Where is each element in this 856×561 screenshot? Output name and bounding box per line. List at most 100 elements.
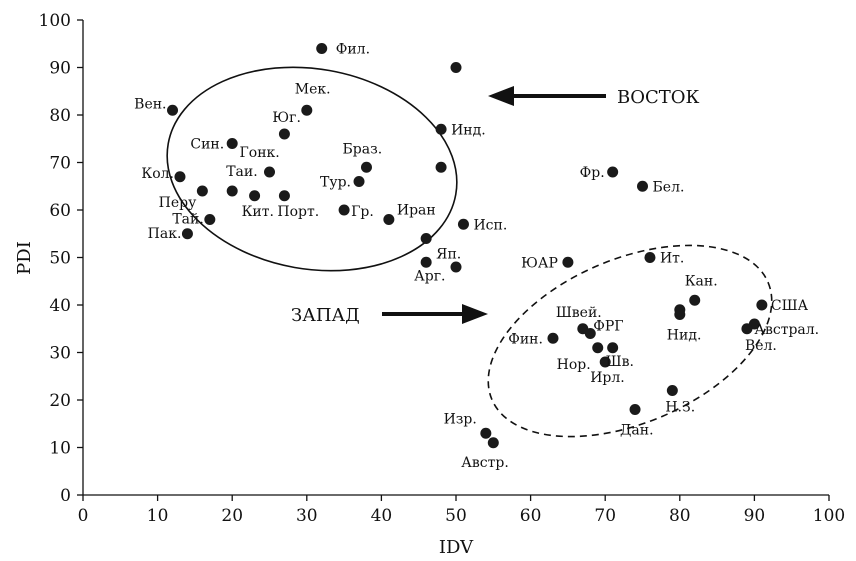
data-point [360, 161, 372, 173]
x-tick-label: 50 [445, 506, 467, 526]
x-tick-label: 30 [296, 506, 318, 526]
data-point [457, 218, 469, 230]
point-label: Таи. [226, 164, 257, 180]
data-point [353, 176, 365, 187]
west-region-label: ЗАПАД [291, 305, 360, 326]
data-point [383, 214, 395, 225]
data-point [249, 190, 261, 202]
data-point [592, 342, 604, 354]
point-label: Ирл. [590, 370, 625, 386]
point-label: ФРГ [593, 319, 623, 335]
point-label: Фр. [580, 165, 605, 181]
x-tick-label: 70 [594, 506, 616, 526]
data-point [435, 123, 447, 135]
point-label: Кан. [685, 273, 718, 289]
point-label: Перу [159, 195, 197, 211]
y-tick-label: 100 [39, 11, 71, 31]
data-point [264, 166, 275, 178]
x-tick-label: 10 [147, 506, 169, 526]
point-label: Юг. [272, 110, 301, 126]
data-point [301, 104, 313, 116]
y-tick-label: 20 [49, 391, 71, 411]
point-label: Австрал. [754, 322, 819, 338]
data-point [278, 190, 290, 202]
y-tick-label: 70 [49, 154, 71, 174]
point-label: Фин. [508, 331, 543, 347]
data-point [174, 171, 186, 183]
west-arrow-head [462, 304, 488, 324]
x-tick-label: 80 [669, 506, 691, 526]
east-region-label: ВОСТОК [617, 87, 700, 108]
point-label: Иран [397, 203, 436, 219]
point-label: Гр. [351, 204, 374, 220]
x-tick-label: 20 [221, 506, 243, 526]
y-tick-label: 0 [60, 486, 71, 506]
x-tick-label: 40 [371, 506, 393, 526]
x-tick-label: 0 [78, 506, 89, 526]
point-label: Нор. [557, 357, 591, 373]
data-point [420, 256, 432, 268]
point-label: Бел. [653, 179, 685, 195]
data-point [637, 180, 648, 192]
y-tick-label: 10 [49, 439, 71, 459]
data-point [547, 332, 559, 344]
point-label: Инд. [451, 122, 486, 138]
y-ticks: 0 10 20 30 40 50 60 70 80 90 100 [39, 11, 83, 506]
data-point [181, 228, 193, 240]
point-label: Кол. [141, 166, 174, 182]
data-point [689, 294, 701, 306]
point-label: Порт. [277, 204, 319, 220]
x-ticks: 0 10 20 30 40 50 60 70 80 90 100 [78, 495, 845, 526]
regions: ВОСТОК ЗАПАД [166, 66, 773, 438]
data-point [196, 185, 208, 197]
y-tick-label: 80 [49, 106, 71, 126]
data-point [607, 342, 619, 354]
data-point [226, 138, 238, 149]
x-tick-label: 90 [744, 506, 766, 526]
data-point [607, 166, 619, 178]
data-point [487, 437, 499, 449]
data-point [316, 43, 328, 54]
data-point [562, 256, 574, 268]
east-ellipse [166, 66, 458, 272]
point-label: Тур. [320, 175, 351, 191]
point-label: Браз. [342, 141, 382, 157]
point-label: Пак. [148, 226, 182, 242]
data-point [480, 427, 492, 439]
x-tick-label: 100 [813, 506, 845, 526]
data-point [584, 328, 596, 339]
data-point [450, 62, 462, 73]
y-tick-label: 60 [49, 201, 71, 221]
point-label: Швей. [556, 305, 602, 321]
point-label: Шв. [606, 354, 634, 370]
data-point [435, 161, 447, 173]
data-point [204, 214, 216, 225]
data-points [167, 43, 768, 449]
point-label: Кит. [242, 204, 274, 220]
data-point [629, 404, 641, 415]
y-tick-label: 30 [49, 344, 71, 364]
point-label: Син. [190, 137, 224, 153]
point-label: Вен. [134, 96, 166, 112]
y-tick-label: 40 [49, 296, 71, 316]
point-label: Яп. [436, 247, 461, 263]
data-point [756, 299, 768, 311]
point-label: Арг. [414, 268, 445, 284]
point-label: Вел. [745, 338, 777, 354]
point-label: Изр. [444, 411, 477, 427]
point-label: Исп. [473, 217, 507, 233]
data-point [338, 204, 350, 216]
data-point [666, 385, 678, 396]
point-label: Фил. [336, 42, 370, 58]
data-point [450, 261, 462, 273]
point-label: ЮАР [521, 255, 558, 271]
data-point [278, 128, 290, 140]
y-tick-label: 90 [49, 59, 71, 79]
point-label: Ит. [660, 251, 684, 267]
data-point [644, 252, 656, 263]
data-point [167, 104, 179, 116]
point-label: Гонк. [240, 145, 280, 161]
y-axis-title: PDI [14, 241, 35, 275]
east-arrow-head [488, 86, 514, 106]
